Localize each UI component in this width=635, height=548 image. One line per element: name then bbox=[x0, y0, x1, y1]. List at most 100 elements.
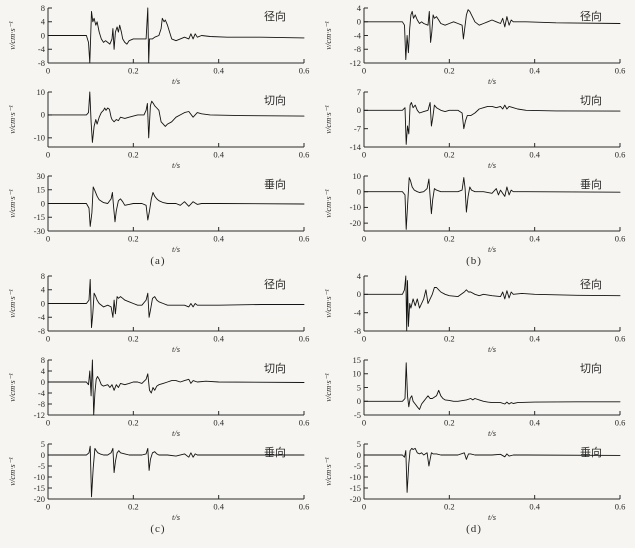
svg-text:0.2: 0.2 bbox=[444, 418, 455, 428]
waveform-trace bbox=[47, 91, 305, 143]
svg-text:0: 0 bbox=[46, 66, 50, 76]
svg-text:-30: -30 bbox=[34, 226, 45, 236]
svg-text:t/s: t/s bbox=[172, 344, 181, 354]
svg-text:0.4: 0.4 bbox=[213, 418, 224, 428]
svg-text:t/s: t/s bbox=[172, 428, 181, 438]
svg-text:-20: -20 bbox=[350, 494, 361, 504]
svg-text:-10: -10 bbox=[350, 472, 361, 482]
waveform-trace bbox=[363, 177, 621, 230]
svg-text:0: 0 bbox=[41, 377, 45, 387]
svg-text:0.6: 0.6 bbox=[615, 502, 626, 512]
svg-text:-15: -15 bbox=[34, 212, 45, 222]
svg-text:-8: -8 bbox=[354, 44, 361, 54]
panel-caption: (a) bbox=[150, 255, 166, 267]
waveform-trace bbox=[363, 362, 621, 410]
trace-direction-label: 径向 bbox=[264, 9, 286, 23]
svg-text:5: 5 bbox=[357, 439, 361, 449]
waveform-trace bbox=[47, 278, 305, 329]
svg-text:0: 0 bbox=[362, 502, 366, 512]
svg-text:0.6: 0.6 bbox=[615, 334, 626, 344]
svg-text:0: 0 bbox=[362, 334, 366, 344]
waveform-trace bbox=[47, 445, 305, 498]
svg-text:4: 4 bbox=[41, 366, 46, 376]
subplot-径向: 40-4-80 0.2 0.4 0.6t/sv/cm·s⁻¹径向 bbox=[323, 271, 626, 354]
svg-text:0: 0 bbox=[41, 110, 45, 120]
svg-text:0.4: 0.4 bbox=[529, 234, 540, 244]
waveform-trace bbox=[363, 9, 621, 61]
panel-d: 4 0 -4 -8 0 0.2 0.4 0.6 t/s v/cm·s⁻¹ 径向 15 10 5 0 -5 0 0.… bbox=[316, 270, 632, 538]
svg-text:0: 0 bbox=[46, 234, 50, 244]
svg-text:0: 0 bbox=[362, 66, 366, 76]
waveform-trace bbox=[47, 186, 305, 227]
y-axis-label: v/cm·s⁻¹ bbox=[7, 189, 17, 218]
subplot-径向: 840-4-80 0.2 0.4 0.6t/sv/cm·s⁻¹径向 bbox=[7, 271, 310, 354]
waveform-trace bbox=[47, 359, 305, 416]
svg-text:-10: -10 bbox=[350, 202, 361, 212]
svg-text:-4: -4 bbox=[354, 307, 362, 317]
y-axis-label: v/cm·s⁻¹ bbox=[7, 373, 17, 402]
panel-caption: (d) bbox=[466, 523, 482, 535]
subplot-切向: 70-7-140 0.2 0.4 0.6t/sv/cm·s⁻¹切向 bbox=[323, 87, 626, 170]
svg-text:0.6: 0.6 bbox=[299, 334, 310, 344]
svg-text:0: 0 bbox=[357, 187, 361, 197]
trace-direction-label: 径向 bbox=[580, 277, 602, 291]
svg-text:0: 0 bbox=[41, 450, 45, 460]
svg-text:0.6: 0.6 bbox=[299, 234, 310, 244]
svg-text:0.2: 0.2 bbox=[444, 66, 455, 76]
svg-text:4: 4 bbox=[41, 17, 46, 27]
y-axis-label: v/cm·s⁻¹ bbox=[323, 457, 333, 486]
svg-text:8: 8 bbox=[41, 271, 45, 281]
svg-text:0.2: 0.2 bbox=[128, 150, 139, 160]
svg-text:0.2: 0.2 bbox=[444, 150, 455, 160]
svg-text:10: 10 bbox=[37, 87, 46, 97]
trace-direction-label: 垂向 bbox=[580, 445, 602, 459]
svg-text:0.6: 0.6 bbox=[615, 234, 626, 244]
svg-text:5: 5 bbox=[357, 382, 361, 392]
svg-text:t/s: t/s bbox=[488, 512, 497, 522]
svg-text:0.6: 0.6 bbox=[615, 66, 626, 76]
svg-text:8: 8 bbox=[41, 355, 45, 365]
panel-a: 8 4 0 -4 -8 0 0.2 0.4 0.6 t/s v/cm·s⁻¹ 径向 10 0 -10 0 0.2… bbox=[0, 2, 316, 270]
svg-text:0.4: 0.4 bbox=[529, 150, 540, 160]
svg-text:t/s: t/s bbox=[488, 244, 497, 254]
svg-text:-8: -8 bbox=[354, 326, 361, 336]
y-axis-label: v/cm·s⁻¹ bbox=[323, 21, 333, 50]
svg-text:-4: -4 bbox=[354, 30, 362, 40]
svg-text:4: 4 bbox=[357, 3, 362, 13]
svg-text:-15: -15 bbox=[34, 483, 45, 493]
svg-text:0: 0 bbox=[46, 150, 50, 160]
svg-text:4: 4 bbox=[41, 285, 46, 295]
y-axis-label: v/cm·s⁻¹ bbox=[323, 289, 333, 318]
waveform-trace bbox=[363, 102, 621, 145]
trace-direction-label: 切向 bbox=[264, 361, 286, 375]
svg-text:5: 5 bbox=[41, 439, 45, 449]
svg-text:-4: -4 bbox=[38, 44, 46, 54]
svg-text:0.2: 0.2 bbox=[128, 418, 139, 428]
svg-text:-4: -4 bbox=[38, 312, 46, 322]
svg-text:-5: -5 bbox=[354, 410, 361, 420]
panel-caption: (b) bbox=[466, 255, 482, 267]
y-axis-label: v/cm·s⁻¹ bbox=[323, 373, 333, 402]
svg-text:-5: -5 bbox=[38, 461, 45, 471]
svg-text:t/s: t/s bbox=[488, 428, 497, 438]
svg-text:0.4: 0.4 bbox=[529, 66, 540, 76]
svg-text:-4: -4 bbox=[38, 388, 46, 398]
svg-text:-8: -8 bbox=[38, 399, 45, 409]
svg-text:0.2: 0.2 bbox=[128, 234, 139, 244]
svg-text:0: 0 bbox=[362, 418, 366, 428]
svg-text:8: 8 bbox=[41, 3, 45, 13]
svg-text:t/s: t/s bbox=[488, 160, 497, 170]
svg-text:t/s: t/s bbox=[172, 76, 181, 86]
svg-text:-12: -12 bbox=[34, 410, 45, 420]
svg-text:0.2: 0.2 bbox=[128, 502, 139, 512]
svg-text:0: 0 bbox=[357, 289, 361, 299]
svg-text:-14: -14 bbox=[350, 142, 362, 152]
svg-text:0.6: 0.6 bbox=[615, 150, 626, 160]
svg-text:t/s: t/s bbox=[172, 512, 181, 522]
svg-text:7: 7 bbox=[357, 87, 361, 97]
subplot-切向: 100-100 0.2 0.4 0.6t/sv/cm·s⁻¹切向 bbox=[7, 87, 309, 170]
svg-text:-15: -15 bbox=[350, 483, 361, 493]
svg-text:0: 0 bbox=[41, 298, 45, 308]
